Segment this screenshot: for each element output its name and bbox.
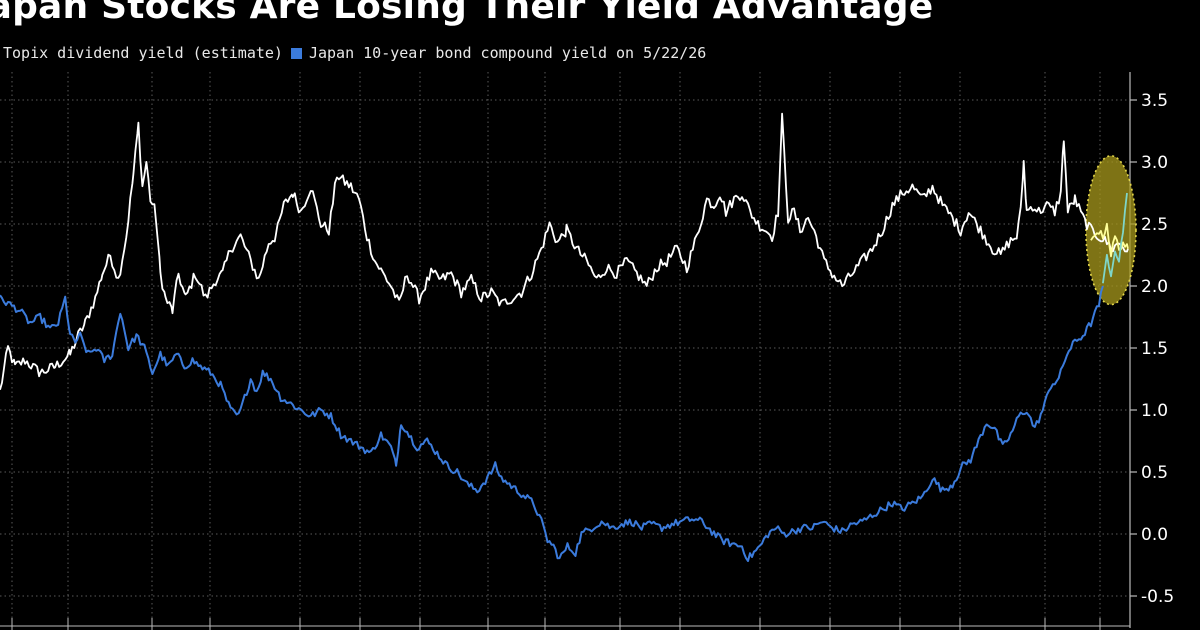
grid: [0, 72, 1128, 628]
y-tick-label: 0.0: [1141, 525, 1168, 545]
y-tick-label: 3.0: [1141, 153, 1168, 173]
legend-item-jgb: Japan 10-year bond compound yield on 5/2…: [290, 44, 707, 62]
highlight-region: [1085, 154, 1137, 306]
x-axis: [0, 618, 1130, 630]
jgb-10y-yield-line: [0, 285, 1104, 562]
legend-label-jgb: Japan 10-year bond compound yield on 5/2…: [308, 44, 707, 62]
chart-title: Japan Stocks Are Losing Their Yield Adva…: [0, 0, 934, 27]
y-tick-label: 2.5: [1141, 215, 1168, 235]
legend-swatch-jgb: [290, 47, 302, 59]
y-tick-label: 2.0: [1141, 277, 1168, 297]
legend-item-topix: Topix dividend yield (estimate): [0, 44, 283, 62]
y-tick-label: 1.5: [1141, 339, 1168, 359]
y-tick-label: 1.0: [1141, 401, 1168, 421]
jgb-recent-line: [1102, 192, 1128, 284]
topix-dividend-yield-line: [0, 112, 1129, 390]
y-tick-label: -0.5: [1141, 587, 1174, 607]
topix-recent-line: [1090, 222, 1129, 258]
series-lines: [0, 112, 1129, 562]
legend-label-topix: Topix dividend yield (estimate): [3, 44, 283, 62]
y-tick-label: 0.5: [1141, 463, 1168, 483]
y-tick-label: 3.5: [1141, 91, 1168, 111]
highlight-ellipse: [1085, 154, 1137, 306]
legend: Topix dividend yield (estimate) Japan 10…: [0, 44, 706, 62]
y-axis: -0.5 0.0 0.5 1.0 1.5 2.0 2.5 3.0 3.5: [1129, 72, 1174, 628]
